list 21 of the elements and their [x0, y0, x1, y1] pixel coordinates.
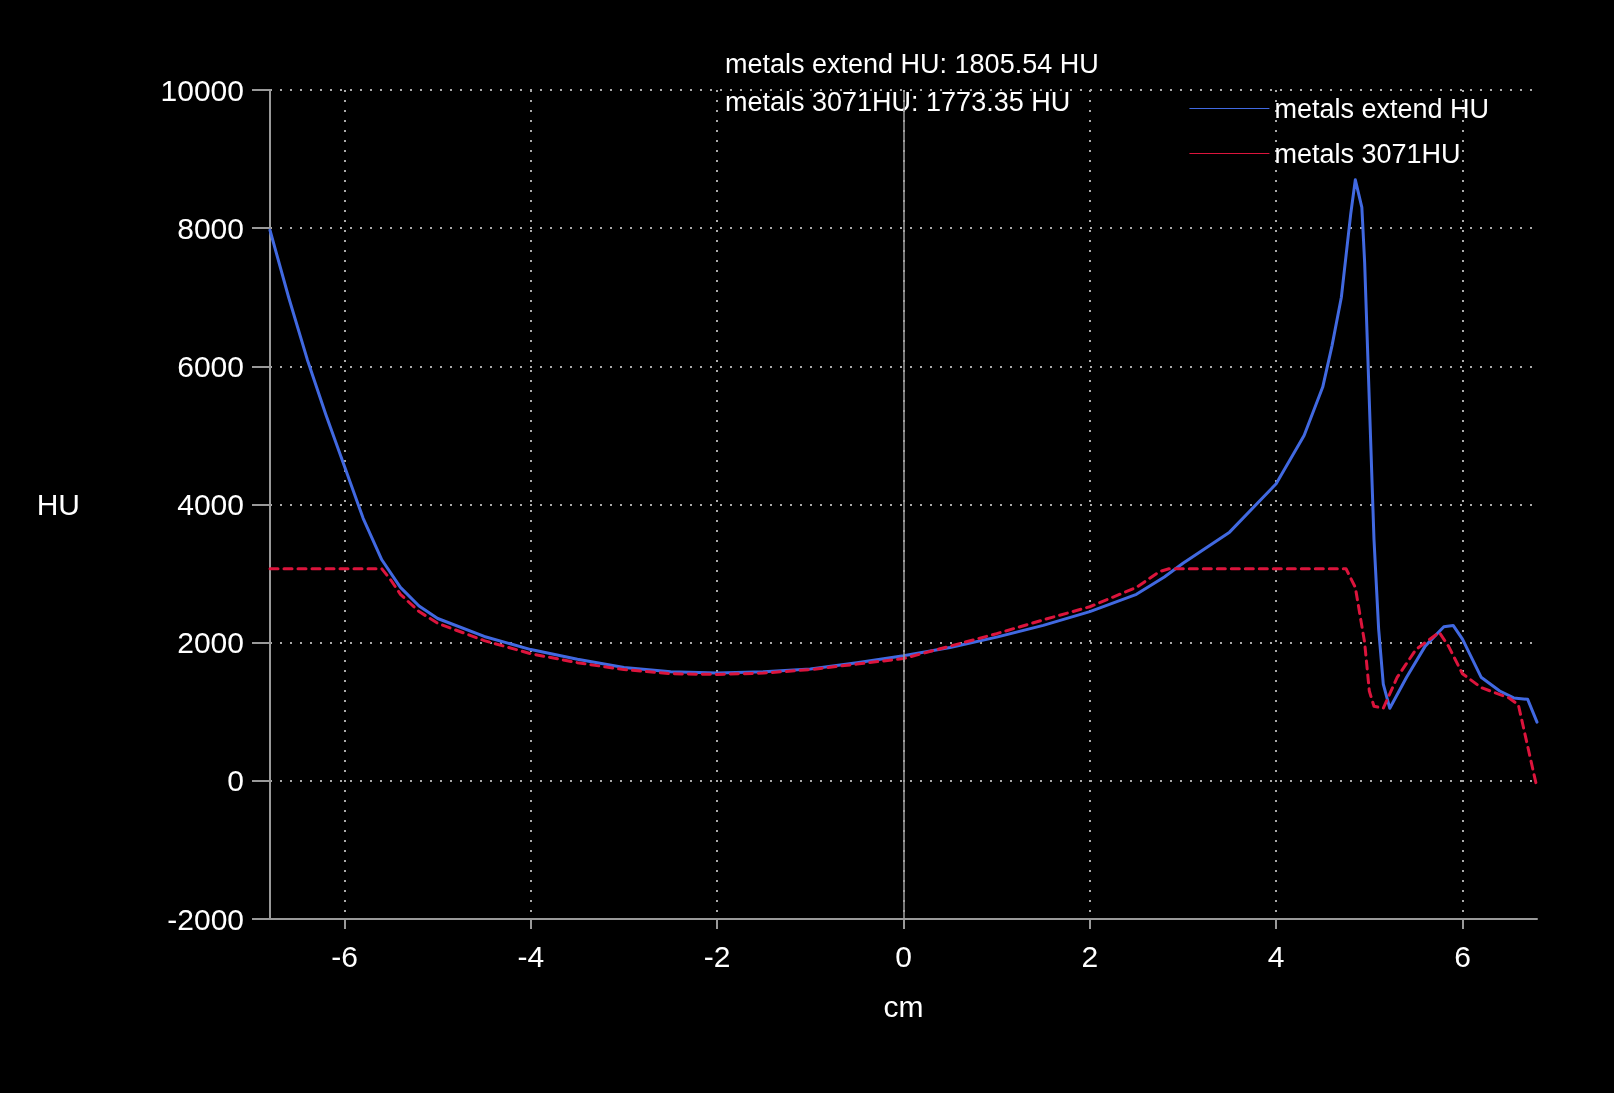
y-tick-label: -2000	[167, 902, 244, 936]
x-axis-title: cm	[883, 989, 924, 1023]
x-tick-label: 0	[895, 939, 912, 973]
x-tick-label: -6	[331, 939, 358, 973]
y-tick-label: 8000	[177, 211, 244, 245]
text: metals extend HU: 1805.54 HU	[725, 48, 1099, 79]
line-series	[268, 178, 1539, 724]
y-axis-title: HU	[36, 488, 80, 521]
x-tick-label: 6	[1454, 939, 1471, 973]
x-tick-label: 2	[1081, 939, 1099, 973]
annotation: metals 3071HU: 1773.35 HU	[725, 86, 1071, 117]
y-tick-label: 10000	[160, 73, 244, 107]
y-tick-label: 2000	[177, 626, 244, 660]
y-tick-label: 4000	[177, 488, 244, 521]
y-tick-label: 0	[227, 764, 244, 798]
legend-label: metals extend HU	[1274, 93, 1489, 124]
y-tick-label: 6000	[177, 349, 244, 383]
x-tick-label: 4	[1267, 939, 1285, 973]
x-tick-label: -4	[517, 939, 545, 973]
x-tick-label: -2	[703, 939, 731, 973]
legend-label: metals 3071HU	[1274, 138, 1461, 169]
